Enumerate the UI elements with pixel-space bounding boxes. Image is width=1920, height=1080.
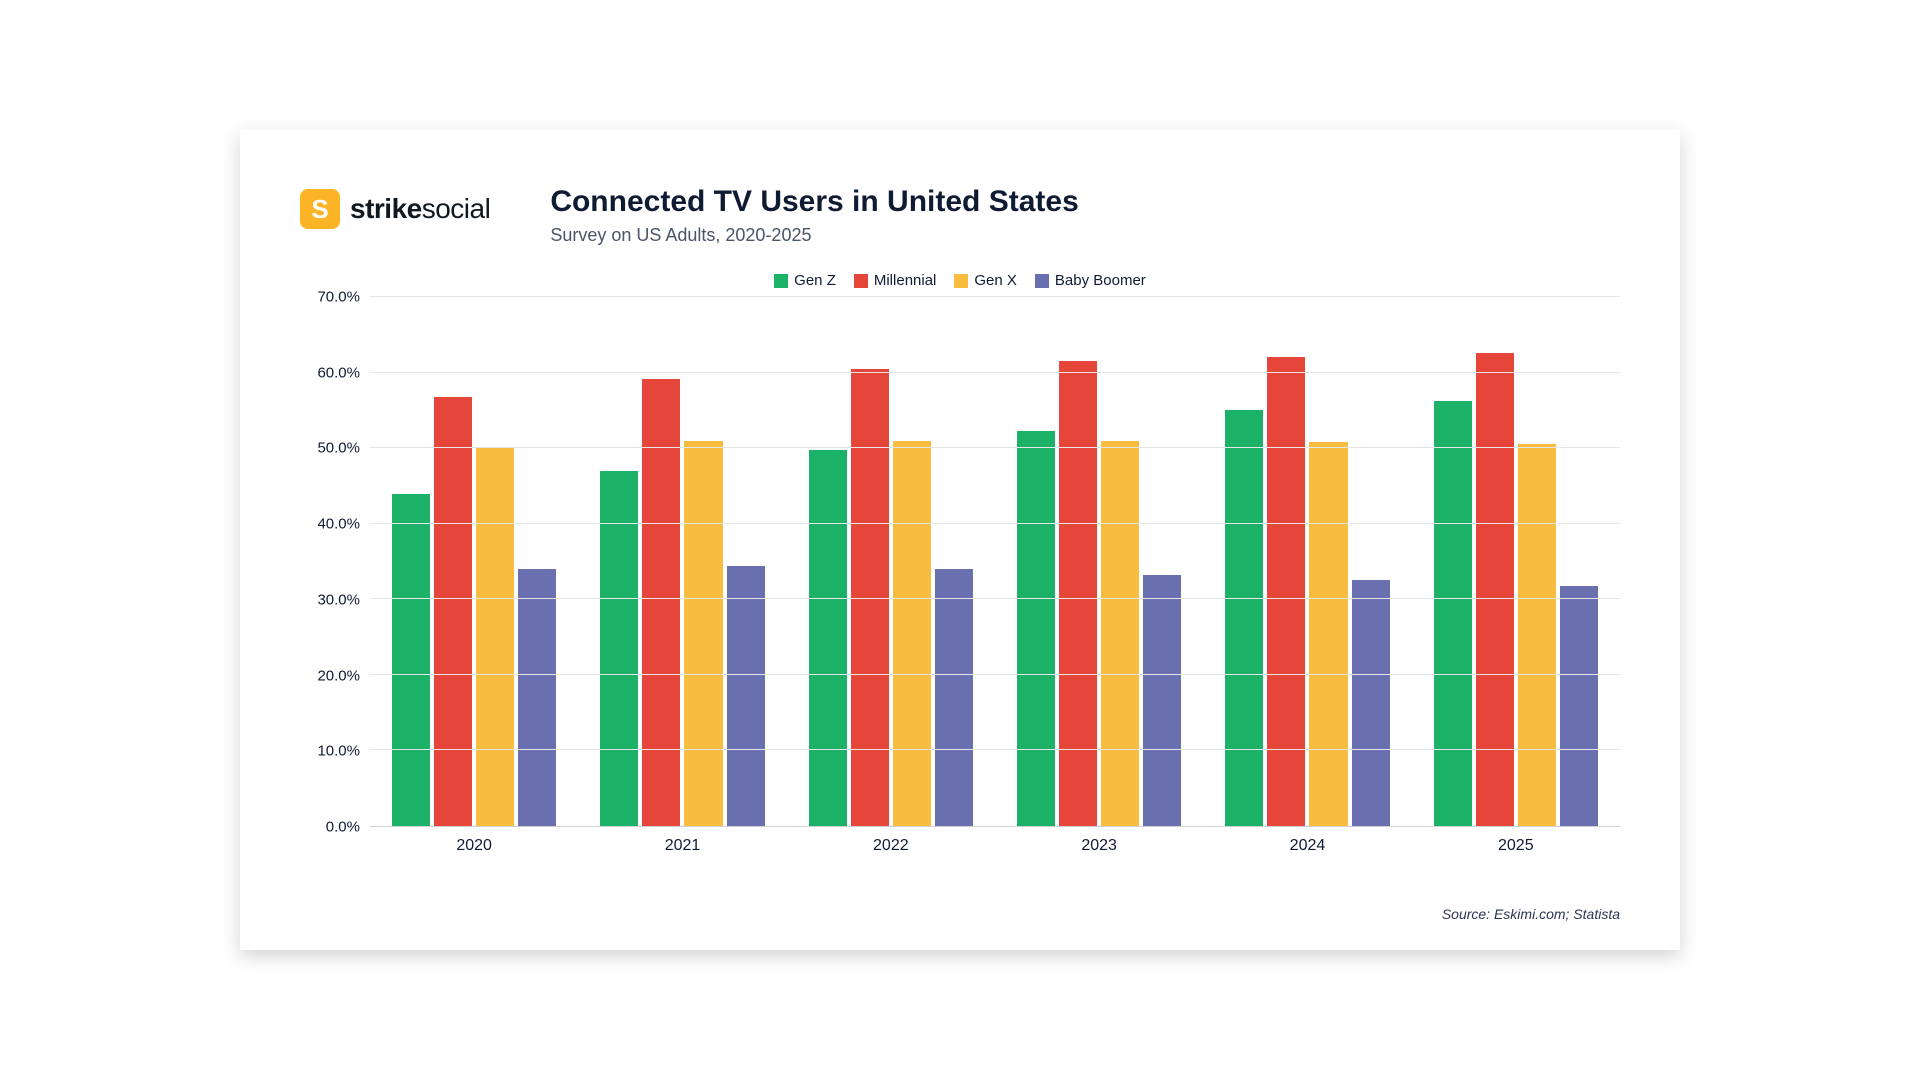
bar [893, 441, 931, 826]
bar-groups [370, 297, 1620, 826]
legend-swatch [954, 274, 968, 288]
y-tick-label: 10.0% [317, 743, 360, 760]
bar [434, 397, 472, 826]
bar [1476, 353, 1514, 826]
legend-swatch [774, 274, 788, 288]
x-tick-label: 2022 [787, 837, 995, 855]
bar [476, 448, 514, 826]
legend-swatch [854, 274, 868, 288]
bar [642, 379, 680, 826]
chart-subtitle: Survey on US Adults, 2020-2025 [550, 225, 1620, 246]
legend-item: Gen Z [774, 272, 836, 289]
bar-group [995, 297, 1203, 826]
x-axis-labels: 202020212022202320242025 [370, 837, 1620, 855]
chart-title: Connected TV Users in United States [550, 185, 1620, 219]
bar [600, 471, 638, 826]
bar [935, 569, 973, 826]
brand-mark: S [300, 189, 340, 229]
bar [1352, 580, 1390, 826]
bar [392, 494, 430, 827]
legend-item: Millennial [854, 272, 937, 289]
brand-name-bold: strike [350, 193, 422, 224]
bar-group [1203, 297, 1411, 826]
gridline [370, 598, 1620, 599]
bar-group [787, 297, 995, 826]
bar-group [1412, 297, 1620, 826]
bar [518, 569, 556, 826]
bar [1143, 575, 1181, 826]
gridline [370, 749, 1620, 750]
chart-card: S strikesocial Connected TV Users in Uni… [240, 130, 1680, 950]
x-tick-label: 2021 [578, 837, 786, 855]
y-tick-label: 60.0% [317, 364, 360, 381]
header-row: S strikesocial Connected TV Users in Uni… [300, 185, 1620, 246]
y-tick-label: 20.0% [317, 667, 360, 684]
bar-group [370, 297, 578, 826]
bar [809, 450, 847, 826]
plot-area [370, 297, 1620, 827]
bar [727, 566, 765, 826]
y-tick-label: 50.0% [317, 440, 360, 457]
y-tick-label: 40.0% [317, 516, 360, 533]
y-tick-label: 0.0% [326, 819, 360, 836]
brand-logo: S strikesocial [300, 189, 490, 229]
legend-label: Baby Boomer [1055, 272, 1146, 289]
x-tick-label: 2025 [1412, 837, 1620, 855]
gridline [370, 674, 1620, 675]
bar-group [578, 297, 786, 826]
bar [1560, 586, 1598, 826]
chart-area: 0.0%10.0%20.0%30.0%40.0%50.0%60.0%70.0% [300, 297, 1620, 827]
legend-item: Baby Boomer [1035, 272, 1146, 289]
bar [1059, 361, 1097, 826]
legend-item: Gen X [954, 272, 1017, 289]
bar [684, 441, 722, 826]
x-tick-label: 2023 [995, 837, 1203, 855]
bar [1017, 431, 1055, 826]
gridline [370, 296, 1620, 297]
bar [1101, 441, 1139, 826]
legend-label: Millennial [874, 272, 937, 289]
y-tick-label: 30.0% [317, 591, 360, 608]
bar [1434, 401, 1472, 826]
bar [1309, 442, 1347, 826]
source-text: Source: Eskimi.com; Statista [1442, 906, 1620, 922]
x-tick-label: 2024 [1203, 837, 1411, 855]
brand-name: strikesocial [350, 193, 490, 225]
legend-label: Gen Z [794, 272, 836, 289]
y-tick-label: 70.0% [317, 289, 360, 306]
brand-name-light: social [422, 193, 491, 224]
legend-label: Gen X [974, 272, 1017, 289]
bar [1267, 357, 1305, 826]
gridline [370, 447, 1620, 448]
x-tick-label: 2020 [370, 837, 578, 855]
y-axis: 0.0%10.0%20.0%30.0%40.0%50.0%60.0%70.0% [300, 297, 370, 827]
bar [1225, 410, 1263, 826]
legend: Gen Z Millennial Gen X Baby Boomer [300, 272, 1620, 289]
gridline [370, 523, 1620, 524]
legend-swatch [1035, 274, 1049, 288]
title-block: Connected TV Users in United States Surv… [550, 185, 1620, 246]
bar [1518, 444, 1556, 826]
gridline [370, 372, 1620, 373]
